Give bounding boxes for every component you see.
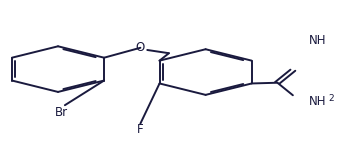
Text: F: F [137,123,144,136]
Text: NH: NH [309,34,326,47]
Text: Br: Br [55,106,68,119]
Text: O: O [136,41,145,54]
Text: NH: NH [309,95,326,108]
Text: 2: 2 [328,94,334,103]
